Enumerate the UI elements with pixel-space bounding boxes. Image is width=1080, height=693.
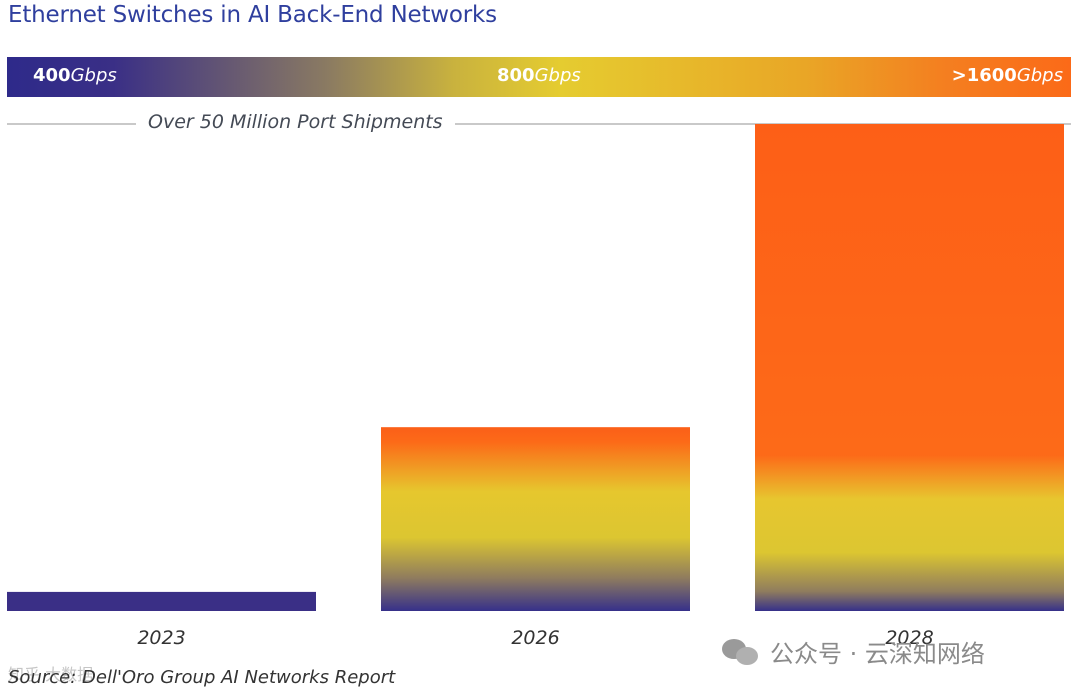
speed-label-400: 400Gbps [33,65,117,86]
x-tick-2028: 2028 [885,627,934,649]
watermark-text: 公众号 · 云深知网络 [770,640,985,668]
x-tick-2023: 2023 [137,627,186,649]
source-note: Source: Dell'Oro Group AI Networks Repor… [8,667,396,688]
x-tick-2026: 2026 [511,627,560,649]
watermark: 公众号 · 云深知网络 [722,634,985,669]
bar-2028 [755,124,1064,611]
annotation-reference-line [7,123,1071,125]
speed-gradient-band: 400Gbps 800Gbps >1600Gbps [7,57,1071,97]
watermark-small: 知乎 大数据 [8,665,94,684]
wechat-icon [722,637,760,667]
bar-2026 [381,427,690,611]
chart-title: Ethernet Switches in AI Back-End Network… [8,2,497,28]
speed-label-800: 800Gbps [497,65,581,86]
bar-2023 [7,591,316,611]
speed-label-1600: >1600Gbps [951,65,1063,86]
annotation-label: Over 50 Million Port Shipments [136,111,455,133]
